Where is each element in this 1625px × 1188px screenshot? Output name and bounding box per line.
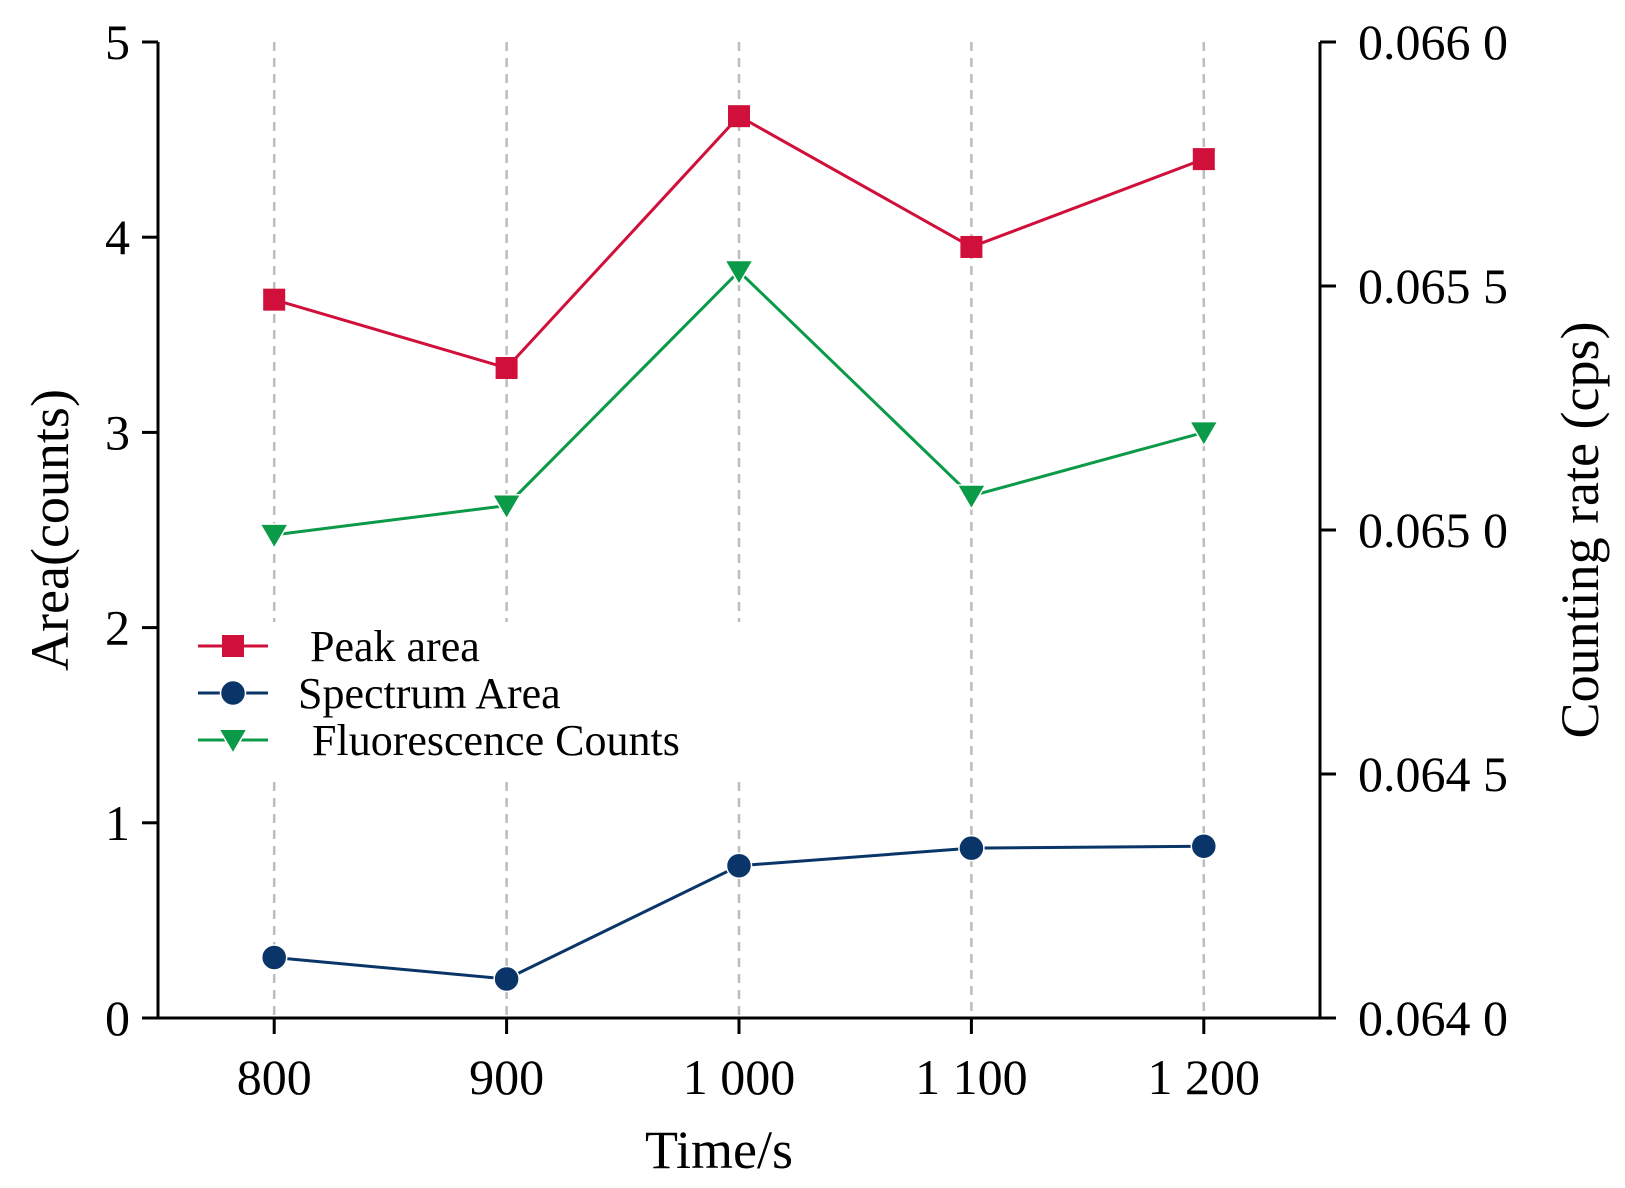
legend-label: Fluorescence Counts	[312, 716, 680, 765]
data-point	[960, 235, 983, 258]
legend-label: Spectrum Area	[298, 669, 561, 718]
series-fluorescence-counts	[258, 259, 1220, 550]
data-point	[493, 965, 520, 993]
data-point	[725, 852, 753, 879]
data-point	[495, 356, 518, 379]
data-point	[260, 944, 288, 971]
data-point	[956, 484, 987, 511]
data-point	[263, 288, 286, 311]
x-tick-label: 800	[237, 1049, 312, 1105]
y-tick-label: 1	[105, 795, 130, 851]
data-point	[491, 494, 522, 521]
grid-layer	[272, 42, 1206, 1018]
series-layer	[258, 105, 1220, 993]
data-point	[728, 105, 750, 128]
series-spectrum-area	[260, 832, 1218, 993]
y2-axis-title: Counting rate (cps)	[1550, 322, 1610, 739]
y2-tick-label: 0.066 0	[1358, 14, 1508, 70]
y2-tick-label: 0.064 5	[1358, 746, 1508, 802]
legend-label: Peak area	[310, 622, 480, 671]
legend-swatch-marker	[217, 728, 249, 755]
x-axis-title: Time/s	[645, 1120, 793, 1180]
series-peak-area	[263, 105, 1215, 379]
legend-background	[188, 622, 748, 780]
data-point	[258, 523, 290, 550]
data-point	[1188, 420, 1220, 448]
legend-item: Peak area	[198, 622, 480, 671]
legend-item: Spectrum Area	[198, 669, 561, 718]
data-point	[723, 259, 755, 287]
legend-swatch-marker	[219, 679, 247, 707]
y2-tick-label: 0.064 0	[1358, 990, 1508, 1046]
y-tick-label: 0	[105, 990, 130, 1046]
legend-swatch-marker	[222, 635, 244, 657]
legend-item: Fluorescence Counts	[198, 716, 680, 765]
y-tick-label: 3	[105, 404, 130, 460]
y-axis-title: Area(counts)	[20, 389, 80, 671]
x-tick-label: 900	[469, 1049, 544, 1105]
y-tick-label: 2	[105, 600, 130, 656]
data-point	[958, 834, 985, 862]
x-tick-label: 1 200	[1148, 1049, 1261, 1105]
y-tick-label: 5	[105, 14, 130, 70]
x-tick-label: 1 000	[683, 1049, 796, 1105]
x-tick-label: 1 100	[915, 1049, 1028, 1105]
data-point	[1190, 832, 1218, 860]
y2-tick-label: 0.065 5	[1358, 258, 1508, 314]
axes-layer: 800 900 1 000 1 100 1 200 0 1 2 3 4 5 0.064 0 0.064 …	[20, 14, 1610, 1180]
y-tick-label: 4	[105, 209, 130, 265]
y2-tick-label: 0.065 0	[1358, 502, 1508, 558]
data-point	[1192, 148, 1215, 171]
